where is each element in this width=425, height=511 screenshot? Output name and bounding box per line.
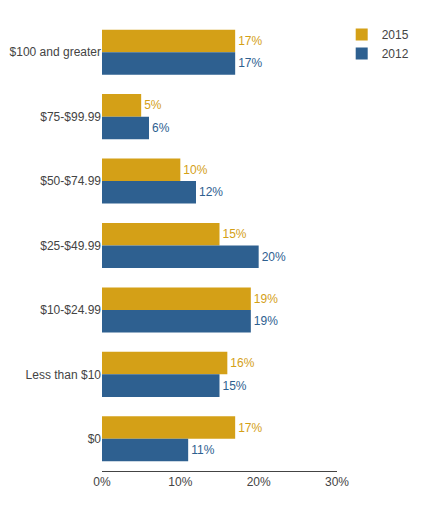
svg-text:$75-$99.99: $75-$99.99 xyxy=(40,110,101,124)
svg-text:30%: 30% xyxy=(325,475,349,489)
svg-text:$25-$49.99: $25-$49.99 xyxy=(40,239,101,253)
svg-text:19%: 19% xyxy=(254,314,278,328)
svg-text:19%: 19% xyxy=(254,292,278,306)
svg-text:Less than $10: Less than $10 xyxy=(26,368,102,382)
svg-text:17%: 17% xyxy=(238,34,262,48)
svg-text:10%: 10% xyxy=(183,163,207,177)
svg-text:$100 and greater: $100 and greater xyxy=(10,45,101,59)
svg-text:15%: 15% xyxy=(223,227,247,241)
svg-text:20%: 20% xyxy=(262,250,286,264)
svg-text:17%: 17% xyxy=(238,421,262,435)
svg-text:5%: 5% xyxy=(144,98,162,112)
svg-text:$10-$24.99: $10-$24.99 xyxy=(40,303,101,317)
svg-text:10%: 10% xyxy=(168,475,192,489)
svg-text:2015: 2015 xyxy=(382,28,409,42)
svg-text:6%: 6% xyxy=(152,121,170,135)
svg-text:$50-$74.99: $50-$74.99 xyxy=(40,174,101,188)
svg-text:0%: 0% xyxy=(93,475,111,489)
svg-text:16%: 16% xyxy=(230,356,254,370)
svg-text:20%: 20% xyxy=(247,475,271,489)
svg-text:12%: 12% xyxy=(199,185,223,199)
svg-text:2012: 2012 xyxy=(382,47,409,61)
svg-text:$0: $0 xyxy=(88,432,102,446)
svg-text:17%: 17% xyxy=(238,56,262,70)
svg-text:11%: 11% xyxy=(191,443,214,457)
svg-text:15%: 15% xyxy=(223,379,247,393)
